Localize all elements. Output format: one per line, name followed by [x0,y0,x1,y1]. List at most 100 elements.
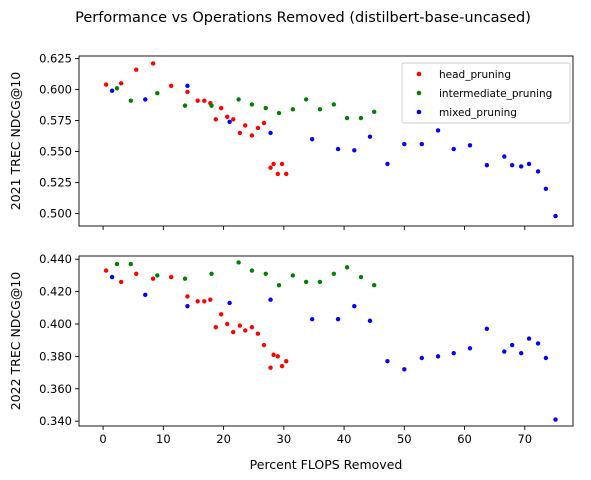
point-head-pruning [231,117,236,122]
point-intermediate-pruning [155,91,160,96]
point-head-pruning [168,83,174,88]
point-intermediate-pruning [114,261,120,267]
point-head-pruning [231,329,236,335]
legend-label-intermediate-pruning: intermediate_pruning [439,88,552,100]
top-panel-ylabel: 2021 TREC NDCG@10 [8,72,23,211]
legend-frame [401,62,571,124]
x-tick-label: 60 [457,432,472,446]
point-mixed-pruning [467,143,473,148]
x-tick-label: 30 [277,432,292,446]
point-intermediate-pruning [344,115,350,121]
point-head-pruning [103,268,109,273]
point-mixed-pruning [535,341,541,346]
point-mixed-pruning [185,83,190,88]
point-intermediate-pruning [182,276,188,281]
point-head-pruning [237,323,243,328]
point-head-pruning [213,117,218,122]
point-mixed-pruning [402,141,407,147]
point-head-pruning [261,120,267,126]
point-mixed-pruning [402,367,407,372]
point-head-pruning [249,325,255,330]
point-mixed-pruning [352,148,357,153]
point-intermediate-pruning [263,105,268,111]
point-intermediate-pruning [331,271,337,277]
point-intermediate-pruning [276,282,282,288]
point-head-pruning [268,165,273,170]
point-head-pruning [268,365,273,370]
point-mixed-pruning [526,336,532,341]
point-intermediate-pruning [344,265,350,270]
top-panel: 2021 TREC NDCG@10 0.500 0.525 0.550 0.575 0.… [8,51,574,230]
point-head-pruning [275,171,281,177]
point-mixed-pruning [526,161,532,167]
point-intermediate-pruning [249,102,255,107]
point-head-pruning [218,105,224,111]
point-mixed-pruning [484,162,490,168]
y-tick-label: 0.625 [39,51,72,65]
point-head-pruning [271,161,276,167]
figure-title: Performance vs Operations Removed (disti… [75,10,531,26]
bottom-panel: 2022 TREC NDCG@10 0 10 20 30 40 50 60 70 0.340 0.… [8,252,574,446]
point-intermediate-pruning [331,102,337,107]
y-tick-label: 0.575 [39,114,72,128]
point-mixed-pruning [518,164,524,169]
point-mixed-pruning [419,355,424,361]
point-mixed-pruning [385,359,390,364]
legend-label-head-pruning: head_pruning [439,69,511,81]
point-mixed-pruning [143,292,148,298]
y-tick-label: 0.340 [39,414,72,428]
point-head-pruning [150,61,156,66]
point-head-pruning [279,363,285,369]
point-head-pruning [243,328,248,333]
point-mixed-pruning [435,128,441,133]
point-mixed-pruning [502,154,507,159]
point-head-pruning [202,299,207,304]
y-tick-label: 0.360 [39,382,72,396]
x-tick-label: 50 [397,432,412,446]
x-tick-label: 40 [337,432,352,446]
point-mixed-pruning [367,318,373,323]
y-tick-label: 0.600 [39,83,72,97]
point-head-pruning [168,274,174,280]
point-intermediate-pruning [263,271,268,277]
point-mixed-pruning [367,134,373,139]
point-head-pruning [255,331,261,336]
point-mixed-pruning [553,417,558,422]
point-mixed-pruning [419,141,424,147]
point-mixed-pruning [352,303,357,309]
y-tick-label: 0.440 [39,252,72,266]
point-intermediate-pruning [128,261,134,267]
point-intermediate-pruning [209,271,214,277]
point-intermediate-pruning [114,86,120,91]
point-head-pruning [237,130,243,136]
point-head-pruning [225,321,230,327]
point-mixed-pruning [543,186,549,191]
point-head-pruning [284,171,289,177]
x-tick-label: 20 [216,432,231,446]
legend: head_pruning intermediate_pruning mixed_… [401,62,571,124]
point-mixed-pruning [435,354,441,359]
point-intermediate-pruning [358,274,364,280]
point-head-pruning [225,114,230,120]
point-head-pruning [134,271,139,277]
point-head-pruning [185,294,190,299]
point-head-pruning [103,82,109,87]
point-intermediate-pruning [209,103,214,108]
point-head-pruning [134,67,139,72]
point-mixed-pruning [109,274,115,280]
point-head-pruning [261,342,267,348]
point-mixed-pruning [543,355,549,361]
point-mixed-pruning [502,349,507,354]
point-mixed-pruning [268,130,273,136]
point-intermediate-pruning [317,279,323,285]
legend-marker-mixed-pruning [416,109,422,115]
point-intermediate-pruning [290,273,296,278]
point-mixed-pruning [451,350,456,356]
x-tick-label: 0 [99,432,106,446]
point-mixed-pruning [553,213,558,219]
point-head-pruning [243,123,248,128]
point-mixed-pruning [535,169,541,174]
point-head-pruning [279,161,285,167]
point-mixed-pruning [335,316,341,322]
